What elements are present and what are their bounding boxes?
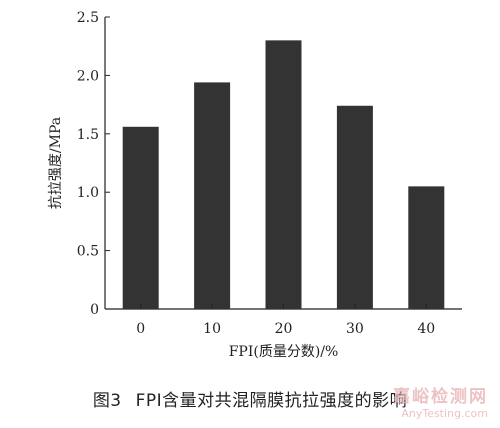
y-tick-label: 2.5: [77, 10, 99, 26]
y-tick-label: 0: [90, 302, 99, 318]
y-axis-title: 抗拉强度/MPa: [48, 117, 64, 209]
x-tick-label: 30: [346, 321, 364, 337]
x-tick-label: 0: [136, 321, 145, 337]
bar: [408, 186, 445, 309]
bar-chart: 0 0.5 1.0 1.5 2.0 2.5 0 10 20 30 40 FPI(质量分数)/% 抗拉强度…: [48, 10, 462, 360]
figure-number: 图3: [92, 391, 122, 411]
y-tick-label: 1.0: [77, 185, 99, 201]
x-tick-label: 10: [203, 321, 221, 337]
watermark-url: AnyTesting.com: [401, 407, 488, 420]
bar: [265, 40, 302, 310]
x-tick-label: 40: [417, 321, 435, 337]
bar: [336, 105, 373, 309]
y-tick-label: 0.5: [77, 244, 99, 260]
x-tick-label: 20: [275, 321, 293, 337]
y-tick-label: 1.5: [77, 127, 99, 143]
x-axis-title: FPI(质量分数)/%: [229, 344, 339, 360]
bar: [122, 126, 159, 310]
bar: [194, 82, 231, 310]
figure-caption: 图3 FPI含量对共混隔膜抗拉强度的影响: [0, 386, 500, 411]
y-tick-label: 2.0: [77, 68, 99, 84]
watermark: 嘉峪检测网 AnyTesting.com: [393, 382, 488, 420]
caption-text: FPI含量对共混隔膜抗拉强度的影响: [135, 391, 408, 411]
watermark-text: 嘉峪检测网: [393, 387, 488, 407]
